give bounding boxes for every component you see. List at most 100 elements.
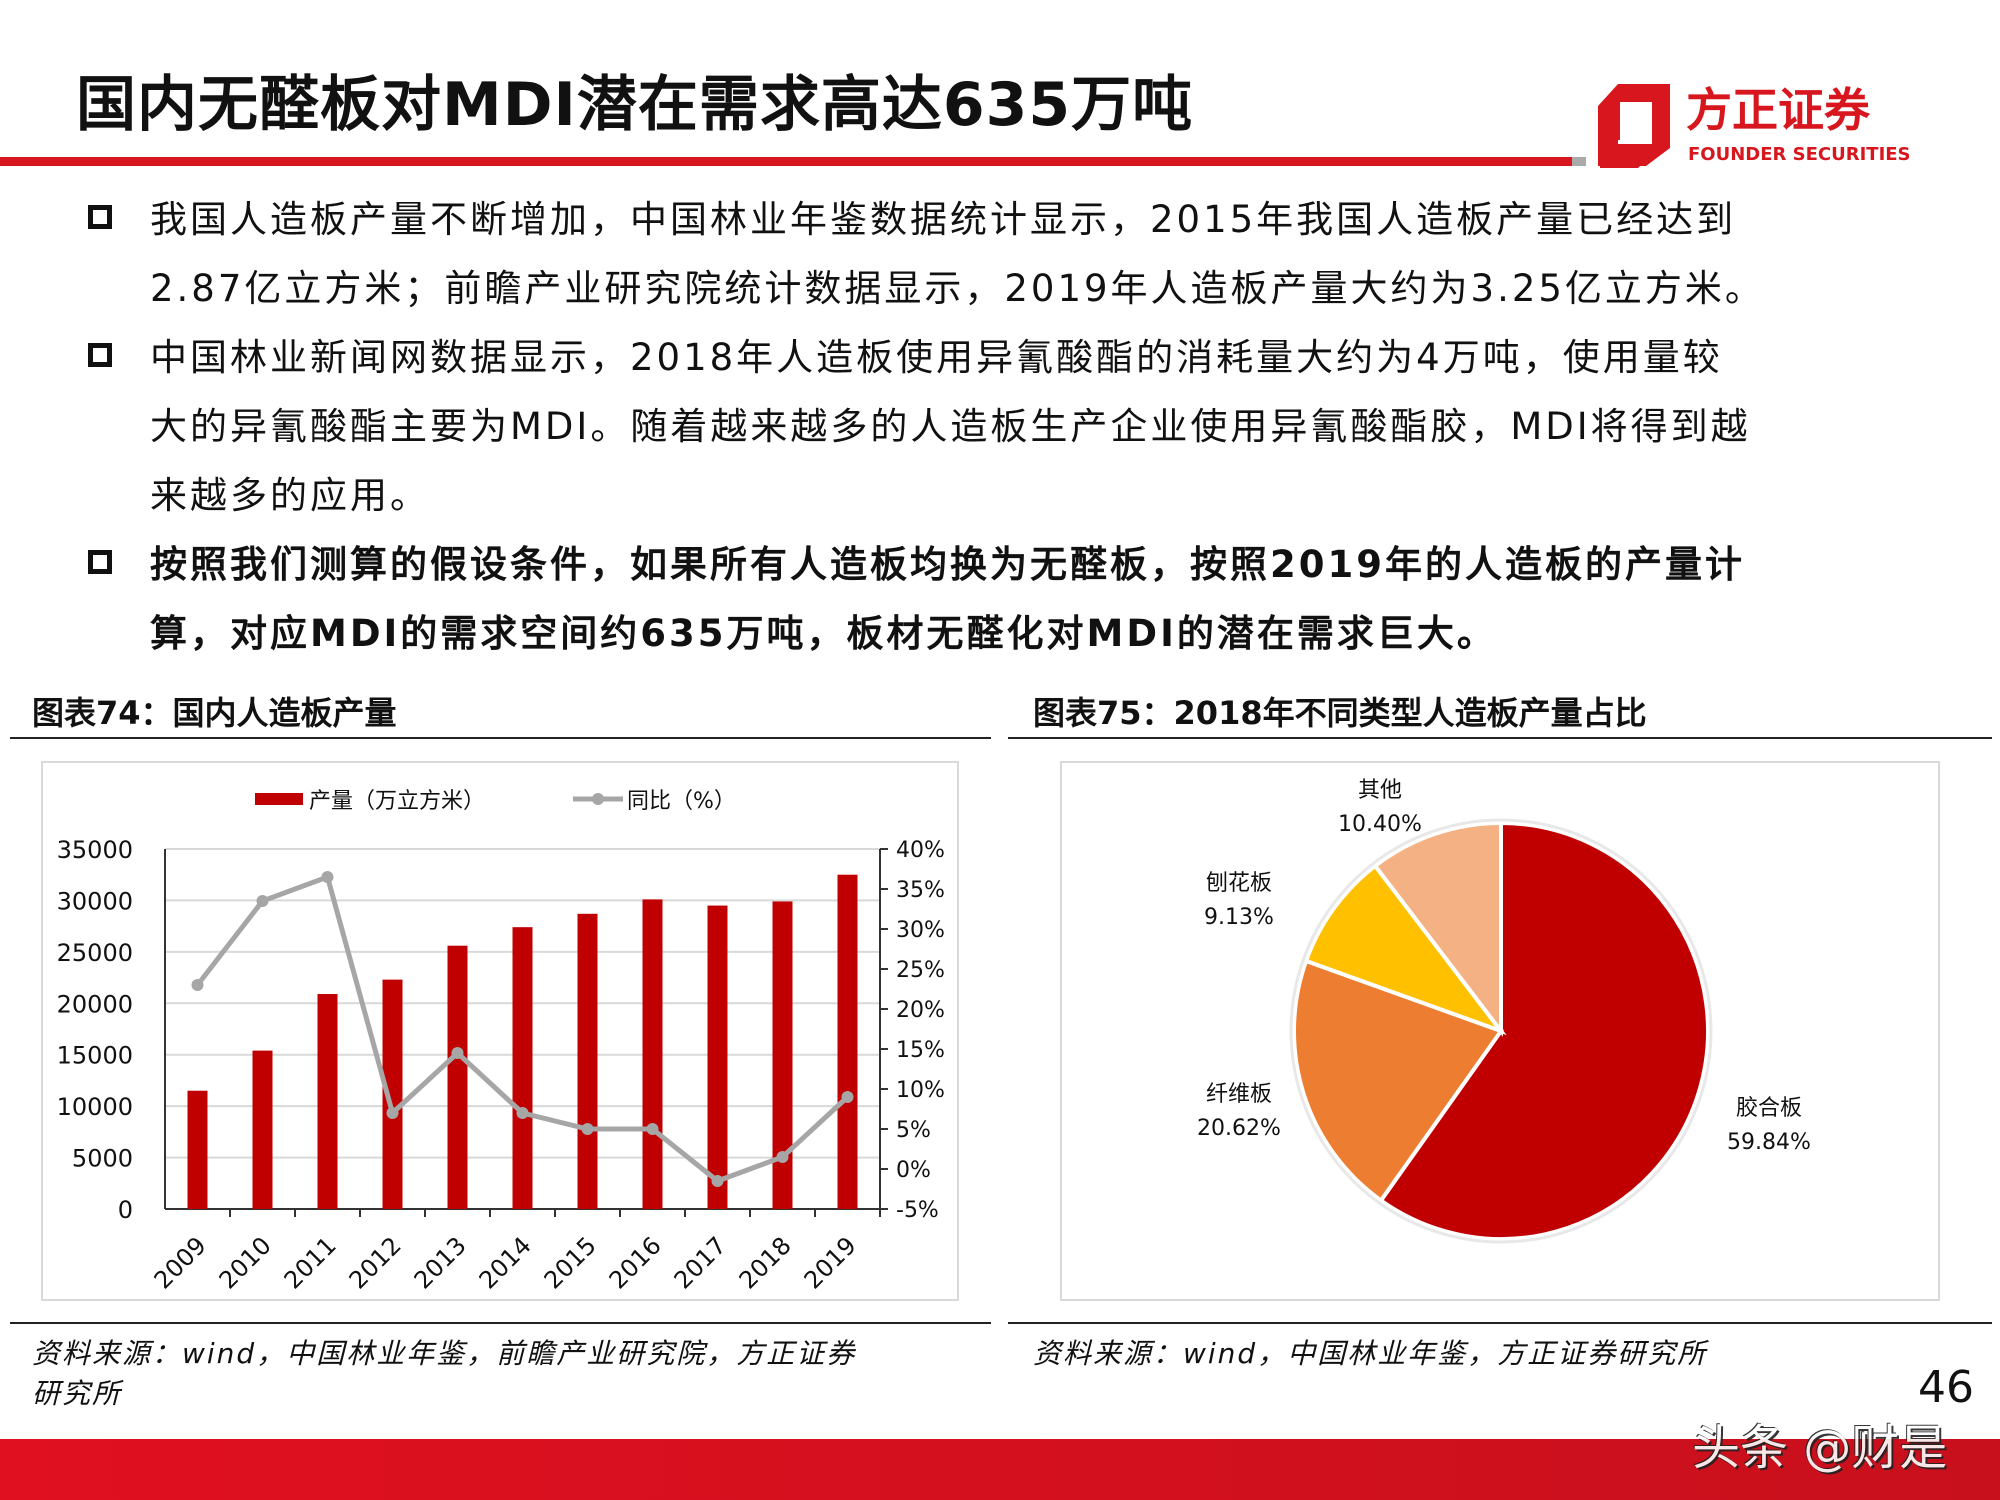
- x-axis-label: 2011: [279, 1231, 342, 1294]
- figure75-source-line-1: 资料来源：wind，中国林业年鉴，方正证券研究所: [1033, 1337, 1708, 1370]
- x-axis-label: 2016: [604, 1231, 667, 1294]
- bullet-1: 我国人造板产量不断增加，中国林业年鉴数据统计显示，2015年我国人造板产量已经达…: [88, 185, 1908, 323]
- legend-bar-label: 产量（万立方米）: [309, 789, 485, 814]
- right-axis-tick-label: 0%: [896, 1158, 931, 1183]
- x-axis-label: 2010: [214, 1231, 277, 1294]
- pie-label-name: 其他: [1358, 778, 1402, 803]
- pie-slice-1: [1292, 958, 1505, 1204]
- x-axis-label: 2014: [474, 1231, 537, 1294]
- footer-band: [0, 1439, 2000, 1500]
- figure75-heading: 图表75：2018年不同类型人造板产量占比: [1033, 694, 1647, 732]
- right-axis-tick-label: 10%: [896, 1078, 945, 1103]
- bar-2009: [187, 1090, 208, 1209]
- page-title: 国内无醛板对MDI潜在需求高达635万吨: [76, 70, 1194, 140]
- yoy-point-2018: [776, 1151, 789, 1163]
- right-axis-tick-label: -5%: [896, 1198, 939, 1223]
- left-axis-tick-label: 35000: [57, 836, 133, 864]
- yoy-point-2015: [581, 1123, 594, 1135]
- pie-label-value: 59.84%: [1727, 1130, 1811, 1155]
- pie-label-value: 20.62%: [1197, 1116, 1281, 1141]
- production-chart-svg: 0 5000 10000 15000 20000 25000 30000 35000 -5% 0%…: [57, 789, 945, 1294]
- yoy-point-2014: [516, 1107, 529, 1119]
- bar-2018: [772, 901, 793, 1209]
- bar-2011: [317, 994, 338, 1209]
- legend-line-label: 同比（%）: [627, 789, 736, 814]
- bar-2019: [837, 874, 858, 1209]
- left-axis-tick-label: 10000: [57, 1093, 133, 1121]
- right-axis-tick-label: 5%: [896, 1118, 931, 1143]
- logo-en-text: FOUNDER SECURITIES: [1688, 144, 1911, 165]
- pie-label-name: 刨花板: [1206, 871, 1272, 896]
- bar-2010: [252, 1050, 273, 1209]
- pie-slice-3: [1372, 820, 1503, 1037]
- figure74-source: 资料来源：wind，中国林业年鉴，前瞻产业研究院，方正证券 研究所: [32, 1334, 856, 1414]
- left-axis-tick-label: 25000: [57, 939, 133, 967]
- left-axis-tick-label: 5000: [72, 1145, 133, 1173]
- pie-label-value: 10.40%: [1338, 812, 1422, 837]
- header-divider-end: [1572, 157, 1586, 166]
- share-pie-svg: 胶合板 59.84% 纤维板 20.62% 刨花板 9.13% 其他 10.40%: [1197, 778, 1811, 1244]
- bar-2013: [447, 945, 468, 1209]
- x-axis-label: 2009: [149, 1231, 212, 1294]
- pie-label-name: 胶合板: [1736, 1096, 1802, 1121]
- bullet-2-line-1: 中国林业新闻网数据显示，2018年人造板使用异氰酸酯的消耗量大约为4万吨，使用量…: [150, 336, 1723, 379]
- yoy-point-2010: [256, 895, 269, 907]
- bullet-3-line-1: 按照我们测算的假设条件，如果所有人造板均换为无醛板，按照2019年的人造板的产量…: [150, 543, 1745, 586]
- page-number: 46: [1918, 1362, 1974, 1413]
- logo-mark-icon: 方正证券 FOUNDER SECURITIES: [1598, 83, 1911, 168]
- bar-2015: [577, 913, 598, 1209]
- share-pie-chart: 胶合板 59.84% 纤维板 20.62% 刨花板 9.13% 其他 10.40%: [1060, 761, 1940, 1301]
- figure75-bottom-rule: [1008, 1322, 1992, 1324]
- yoy-point-2012: [386, 1107, 399, 1119]
- yoy-point-2011: [321, 871, 334, 883]
- figure74-bottom-rule: [10, 1322, 991, 1324]
- pie-slice-2: [1303, 863, 1507, 1036]
- x-axis-label: 2013: [409, 1231, 472, 1294]
- x-axis-label: 2018: [734, 1231, 797, 1294]
- bullet-2-line-2: 大的异氰酸酯主要为MDI。随着越来越多的人造板生产企业使用异氰酸酯胶，MDI将得…: [150, 405, 1751, 448]
- left-axis-tick-label: 30000: [57, 887, 133, 915]
- founder-securities-logo: 方正证券 FOUNDER SECURITIES: [1598, 78, 1928, 168]
- yoy-point-2009: [191, 979, 204, 991]
- x-axis-label: 2015: [539, 1231, 602, 1294]
- pie-slice-0: [1378, 820, 1710, 1241]
- bullet-3: 按照我们测算的假设条件，如果所有人造板均换为无醛板，按照2019年的人造板的产量…: [88, 530, 1908, 668]
- pie-outline: [1289, 818, 1713, 1244]
- header-divider: [0, 157, 1572, 166]
- yoy-point-2019: [841, 1091, 854, 1103]
- x-axis-label: 2012: [344, 1231, 407, 1294]
- bullet-1-line-1: 我国人造板产量不断增加，中国林业年鉴数据统计显示，2015年我国人造板产量已经达…: [150, 198, 1737, 241]
- bullet-2: 中国林业新闻网数据显示，2018年人造板使用异氰酸酯的消耗量大约为4万吨，使用量…: [88, 323, 1908, 530]
- figure75-top-rule: [1008, 737, 1992, 739]
- right-axis-tick-label: 25%: [896, 958, 945, 983]
- bar-2016: [642, 899, 663, 1209]
- checkbox-bullet-icon: [88, 205, 112, 229]
- pie-label-value: 9.13%: [1204, 905, 1274, 930]
- right-axis-tick-label: 40%: [896, 838, 945, 863]
- right-axis-tick-label: 15%: [896, 1038, 945, 1063]
- yoy-point-2016: [646, 1123, 659, 1135]
- checkbox-bullet-icon: [88, 550, 112, 574]
- right-axis-tick-label: 20%: [896, 998, 945, 1023]
- figure74-source-line-1: 资料来源：wind，中国林业年鉴，前瞻产业研究院，方正证券: [32, 1337, 857, 1370]
- right-axis-tick-label: 35%: [896, 878, 945, 903]
- pie-label-name: 纤维板: [1206, 1082, 1272, 1107]
- yoy-point-2017: [711, 1175, 724, 1187]
- yoy-point-2013: [451, 1047, 464, 1059]
- figure75-source: 资料来源：wind，中国林业年鉴，方正证券研究所: [1033, 1334, 1707, 1374]
- left-axis-tick-label: 15000: [57, 1042, 133, 1070]
- watermark: 头条 @财是: [1692, 1420, 1948, 1476]
- bullet-3-line-2: 算，对应MDI的需求空间约635万吨，板材无醛化对MDI的潜在需求巨大。: [150, 612, 1497, 655]
- bar-2012: [382, 979, 403, 1209]
- bullet-1-line-2: 2.87亿立方米；前瞻产业研究院统计数据显示，2019年人造板产量大约为3.25…: [150, 267, 1765, 310]
- figure74-heading: 图表74：国内人造板产量: [32, 694, 397, 732]
- production-chart: 0 5000 10000 15000 20000 25000 30000 35000 -5% 0%…: [41, 761, 959, 1301]
- figure74-top-rule: [10, 737, 991, 739]
- checkbox-bullet-icon: [88, 343, 112, 367]
- bar-2017: [707, 905, 728, 1209]
- right-axis-tick-label: 30%: [896, 918, 945, 943]
- left-axis-tick-label: 0: [118, 1196, 133, 1224]
- x-axis-label: 2019: [799, 1231, 862, 1294]
- bar-2014: [512, 927, 533, 1209]
- legend-bar-swatch: [255, 793, 303, 805]
